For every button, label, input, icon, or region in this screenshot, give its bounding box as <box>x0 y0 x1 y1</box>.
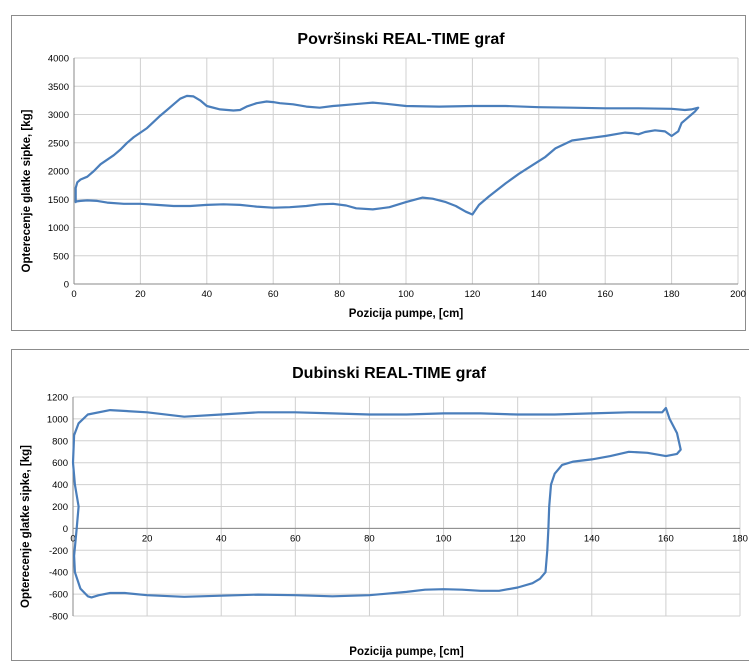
y-axis-label: Opterecenje glatke sipke, [kg] <box>21 109 33 272</box>
x-axis-label: Pozicija pumpe, [cm] <box>349 646 464 658</box>
x-tick-label: 20 <box>135 289 146 300</box>
downhole-chart-panel: 0 20 40 60 80 100 120 140 160 180 -800 -600 -400 -200… <box>11 349 749 661</box>
x-tick-label: 60 <box>268 289 279 300</box>
x-axis-label: Pozicija pumpe, [cm] <box>349 308 464 320</box>
surface-chart-panel: 0 20 40 60 80 100 120 140 160 180 200 0 500 1000 1500 2… <box>11 15 746 331</box>
y-tick-label: -400 <box>49 568 68 579</box>
chart-title: Površinski REAL-TIME graf <box>297 31 505 48</box>
x-tick-label: 60 <box>290 533 301 544</box>
x-tick-label: 80 <box>334 289 345 300</box>
series-line <box>71 406 682 599</box>
x-tick-label: 20 <box>142 533 153 544</box>
y-tick-label: 3000 <box>48 110 69 121</box>
x-tick-label: 140 <box>584 533 600 544</box>
x-tick-label: 0 <box>71 289 76 300</box>
series-line <box>74 94 700 216</box>
x-tick-label: 180 <box>664 289 680 300</box>
x-tick-label: 0 <box>70 533 75 544</box>
y-tick-label: 3500 <box>48 82 69 93</box>
y-axis-label: Opterecenje glatke sipke, [kg] <box>20 445 32 608</box>
surface-chart: 0 20 40 60 80 100 120 140 160 180 2000500100015002… <box>21 31 746 320</box>
y-tick-label: 200 <box>52 502 68 513</box>
y-tick-label: 800 <box>52 436 68 447</box>
y-tick-label: -800 <box>49 612 68 623</box>
y-tick-label: 1200 <box>47 393 68 404</box>
y-tick-label: 1000 <box>48 223 69 234</box>
x-tick-label: 100 <box>398 289 414 300</box>
y-tick-label: -600 <box>49 590 68 601</box>
y-tick-label: 2500 <box>48 138 69 149</box>
downhole-chart: 0 20 40 60 80 100 120 140 160 180 -800 -600 -400 -200… <box>20 365 748 658</box>
x-tick-label: 40 <box>216 533 227 544</box>
y-tick-label: 500 <box>53 251 69 262</box>
y-tick-label: 0 <box>64 280 69 291</box>
x-tick-label: 120 <box>510 533 526 544</box>
y-tick-label: 1500 <box>48 195 69 206</box>
y-tick-label: 600 <box>52 458 68 469</box>
y-tick-label: 0 <box>63 524 68 535</box>
y-tick-label: -200 <box>49 546 68 557</box>
x-tick-label: 100 <box>436 533 452 544</box>
x-tick-label: 80 <box>364 533 375 544</box>
y-tick-label: 2000 <box>48 167 69 178</box>
x-tick-label: 120 <box>464 289 480 300</box>
gridlines <box>73 57 739 285</box>
x-tick-label: 160 <box>658 533 674 544</box>
y-tick-label: 4000 <box>48 54 69 65</box>
x-tick-label: 140 <box>531 289 547 300</box>
x-tick-label: 160 <box>597 289 613 300</box>
x-tick-label: 40 <box>202 289 213 300</box>
x-tick-label: 200 <box>730 289 746 300</box>
gridlines <box>72 396 741 617</box>
y-tick-label: 1000 <box>47 414 68 425</box>
chart-title: Dubinski REAL-TIME graf <box>292 365 486 382</box>
y-tick-label: 400 <box>52 480 68 491</box>
x-tick-label: 180 <box>732 533 748 544</box>
